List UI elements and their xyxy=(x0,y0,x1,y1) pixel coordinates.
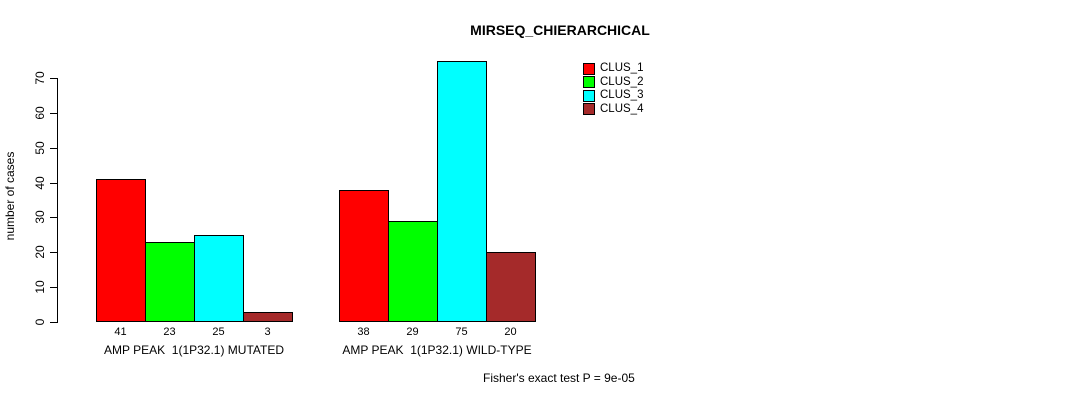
y-tick-label: 10 xyxy=(33,280,47,294)
legend-label: CLUS_3 xyxy=(600,89,644,101)
fisher-test-annotation: Fisher's exact test P = 9e-05 xyxy=(483,371,635,385)
y-tick xyxy=(50,182,57,184)
legend: CLUS_1 CLUS_2 CLUS_3 CLUS_4 xyxy=(583,62,643,116)
y-axis xyxy=(57,78,58,323)
y-tick-label: 0 xyxy=(33,318,47,326)
group-label: AMP PEAK 1(1P32.1) WILD-TYPE xyxy=(342,343,532,357)
y-tick-label: 20 xyxy=(33,245,47,259)
bar-value-label: 75 xyxy=(455,326,468,338)
bar-value-label: 38 xyxy=(357,326,370,338)
chart-title: MIRSEQ_CHIERARCHICAL xyxy=(470,22,650,38)
y-tick xyxy=(50,252,57,254)
legend-item-clus_3: CLUS_3 xyxy=(583,89,643,102)
bar-value-label: 20 xyxy=(504,326,517,338)
y-axis-label: number of cases xyxy=(3,151,17,241)
bar-clus_4-group1 xyxy=(243,311,293,322)
y-tick-label: 60 xyxy=(33,106,47,120)
y-tick xyxy=(50,287,57,289)
y-tick xyxy=(50,322,57,323)
legend-swatch-icon xyxy=(583,62,595,75)
bar-clus_1-group2 xyxy=(339,189,389,322)
bar-value-label: 3 xyxy=(264,326,271,338)
bar-clus_2-group2 xyxy=(388,220,438,322)
legend-swatch-icon xyxy=(583,76,595,88)
y-tick-label: 50 xyxy=(33,141,47,155)
bar-value-label: 23 xyxy=(163,326,176,338)
legend-swatch-icon xyxy=(583,103,595,115)
bar-clus_3-group1 xyxy=(194,234,244,322)
legend-swatch-icon xyxy=(583,89,595,102)
y-tick xyxy=(50,112,57,114)
legend-label: CLUS_1 xyxy=(600,62,644,74)
bar-value-label: 29 xyxy=(406,326,419,338)
y-tick xyxy=(50,217,57,219)
bar-value-label: 41 xyxy=(114,326,127,338)
y-tick-label: 70 xyxy=(33,71,47,85)
bar-clus_1-group1 xyxy=(96,179,146,322)
bar-clus_2-group1 xyxy=(145,241,195,322)
legend-label: CLUS_4 xyxy=(600,102,644,115)
y-tick xyxy=(50,147,57,149)
y-tick-label: 40 xyxy=(33,175,47,190)
bar-value-label: 25 xyxy=(212,326,225,338)
legend-label: CLUS_2 xyxy=(600,75,644,88)
bar-clus_4-group2 xyxy=(486,252,536,322)
legend-item-clus_4: CLUS_4 xyxy=(583,103,643,116)
legend-item-clus_2: CLUS_2 xyxy=(583,76,643,89)
y-tick-label: 30 xyxy=(33,210,47,225)
bar-clus_3-group2 xyxy=(437,60,487,322)
group-label: AMP PEAK 1(1P32.1) MUTATED xyxy=(103,343,285,357)
y-tick xyxy=(50,78,57,79)
legend-item-clus_1: CLUS_1 xyxy=(583,62,643,75)
